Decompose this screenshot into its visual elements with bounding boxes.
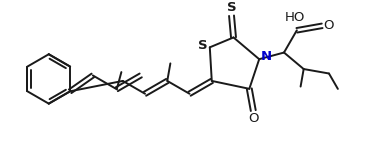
Text: S: S (198, 39, 208, 52)
Text: O: O (248, 112, 259, 125)
Text: HO: HO (285, 11, 305, 24)
Text: O: O (323, 19, 334, 32)
Text: N: N (261, 50, 272, 63)
Text: S: S (227, 1, 236, 14)
